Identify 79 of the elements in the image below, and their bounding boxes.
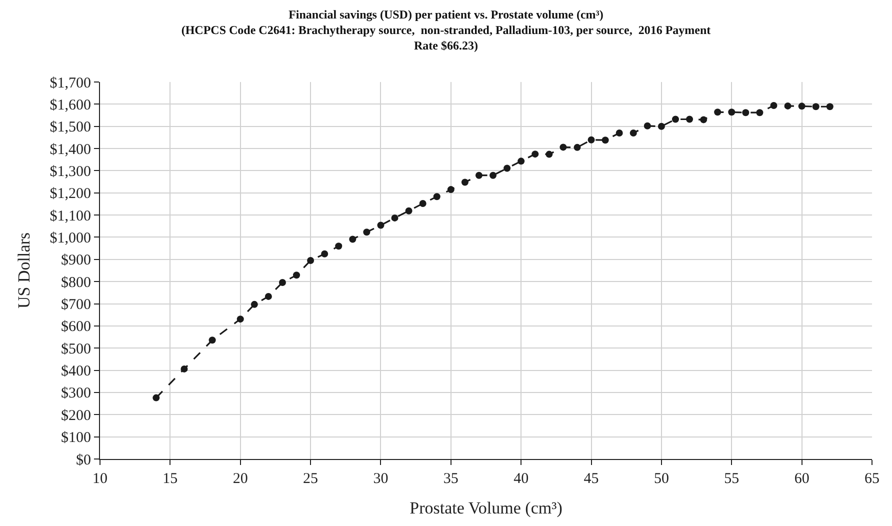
point [518,158,525,165]
point [236,316,244,323]
point [250,300,258,308]
point [180,365,188,372]
point [405,207,412,214]
point [335,242,342,250]
point [349,236,356,243]
point [504,164,511,172]
point [321,250,328,258]
y-tick-label: $200 [61,408,91,424]
point [307,257,314,264]
point [826,103,834,110]
point [742,109,750,116]
x-axis-title: Prostate Volume (cm³) [410,498,562,518]
point [812,103,820,110]
x-tick-label: 60 [794,471,810,487]
point [152,394,160,402]
point [278,278,286,286]
x-tick-label: 25 [303,471,318,487]
point [433,193,440,200]
point [672,116,679,123]
point [532,150,539,158]
x-tick-label: 30 [373,471,388,487]
point [770,102,778,110]
x-tick-label: 15 [162,471,178,487]
point [602,136,609,144]
point [686,116,694,123]
point [377,222,384,229]
y-tick-label: $1,500 [50,120,91,136]
x-tick-label: 55 [724,471,740,487]
x-tick-label: 10 [92,471,108,487]
y-tick-label: $0 [76,452,91,468]
point [363,228,370,236]
y-tick-label: $900 [61,252,91,269]
point [714,108,722,116]
point [700,116,708,124]
point [616,130,623,137]
y-tick-label: $1,700 [50,75,91,92]
point [560,144,567,151]
y-tick-label: $600 [61,319,91,336]
point [588,136,595,144]
y-tick-label: $700 [61,297,91,314]
point [490,172,497,179]
point [293,272,300,279]
point [630,130,637,137]
y-tick-label: $1,200 [50,186,91,202]
point [208,336,216,344]
y-tick-label: $400 [61,364,91,380]
y-axis-title: US Dollars [14,232,34,309]
point [798,102,806,110]
point [728,108,736,116]
point [546,150,553,158]
x-tick-label: 65 [864,471,880,487]
y-tick-label: $1,300 [50,164,91,180]
point [475,172,482,179]
y-tick-label: $1,100 [50,208,91,224]
point [574,144,581,151]
x-tick-label: 20 [232,471,248,487]
point [419,200,426,208]
y-tick-label: $1,000 [50,230,91,246]
point [391,214,398,222]
y-tick-label: $1,600 [50,97,91,114]
y-tick-label: $100 [61,430,91,446]
chart-title: Financial savings (USD) per patient vs. Prostate volume (cm³) (HCPCS Code C2641: Brachytherapy source, non-stranded, Palladium-103, per source, 2016 Payment Rate $66.23) [181,7,711,53]
point [644,122,651,130]
point [447,186,454,194]
x-tick-label: 35 [443,471,458,487]
point [756,109,764,116]
y-tick-label: $500 [61,341,91,358]
point [784,102,792,110]
x-tick-label: 50 [654,471,669,487]
y-tick-label: $300 [61,386,91,402]
point [264,292,272,300]
point [658,122,665,130]
x-tick-label: 40 [514,471,529,487]
x-tick-label: 45 [584,471,599,487]
point [461,178,468,186]
y-tick-label: $1,400 [50,142,91,158]
y-tick-label: $800 [61,274,91,291]
